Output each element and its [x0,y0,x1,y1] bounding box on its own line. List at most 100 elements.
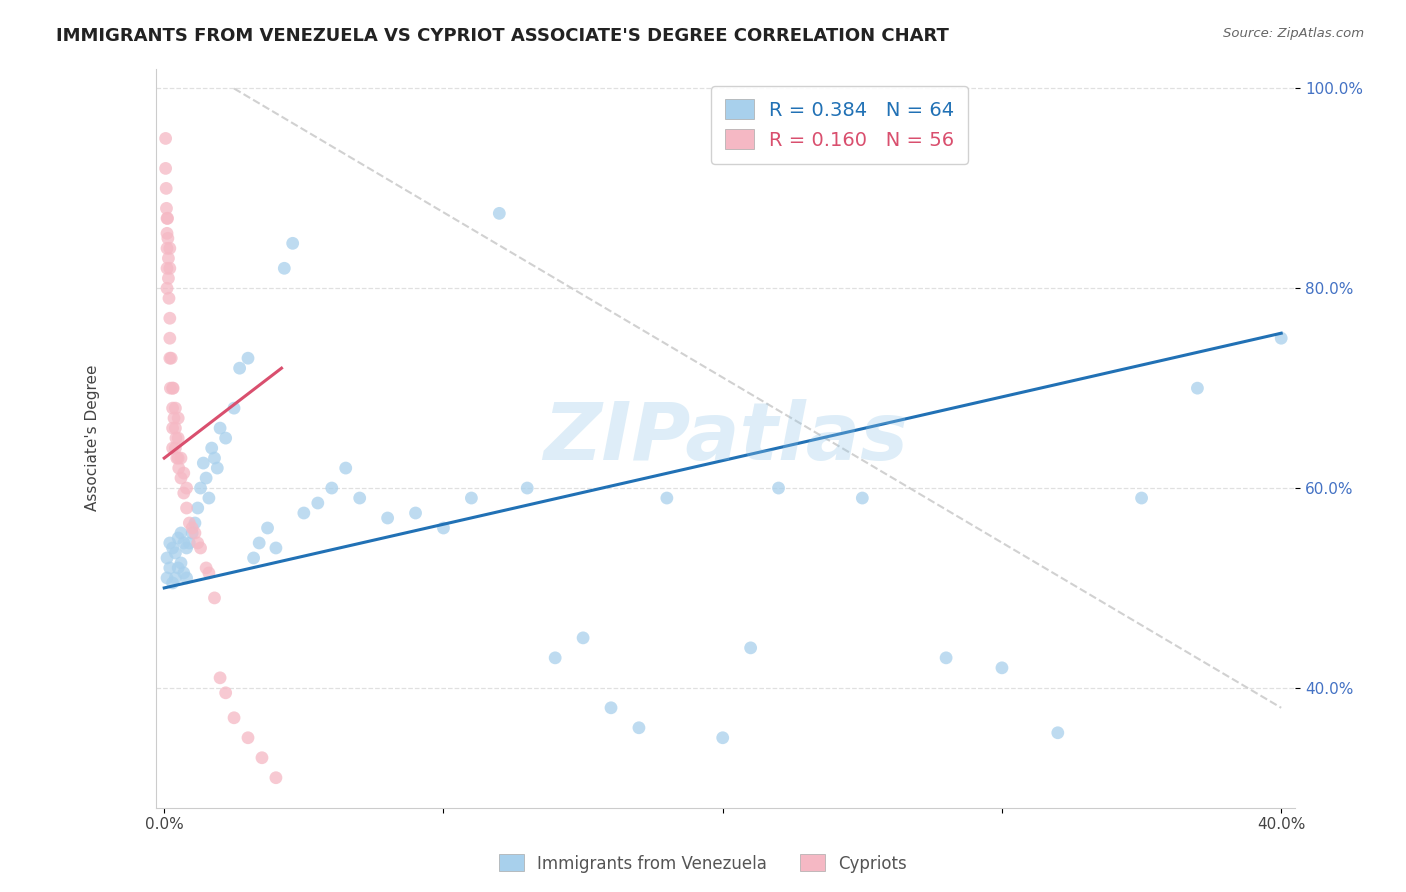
Point [157,291,180,305]
Point [155,202,177,216]
Point [1270,331,1292,345]
Point [1046,725,1069,739]
Point [165,431,187,445]
Point [156,281,179,295]
Point [167,411,190,425]
Point [163,411,186,425]
Point [991,661,1014,675]
Point [209,421,232,435]
Point [572,631,595,645]
Point [236,351,259,366]
Point [173,536,195,550]
Point [159,381,181,395]
Point [155,161,177,176]
Point [349,491,371,505]
Point [156,261,179,276]
Point [204,451,226,466]
Point [159,561,181,575]
Point [157,252,180,266]
Point [155,131,177,145]
Point [173,486,195,500]
Point [307,496,329,510]
Point [627,721,650,735]
Point [157,271,180,285]
Point [167,531,190,545]
Point [165,421,187,435]
Point [162,441,184,455]
Point [176,571,198,585]
Point [156,211,179,226]
Point [167,431,190,445]
Point [162,576,184,591]
Point [170,526,193,541]
Point [155,181,177,195]
Point [292,506,315,520]
Point [170,556,193,570]
Point [207,461,229,475]
Point [544,650,567,665]
Point [181,521,204,535]
Point [159,331,181,345]
Point [600,700,623,714]
Y-axis label: Associate's Degree: Associate's Degree [86,365,100,511]
Text: ZIPatlas: ZIPatlas [543,399,908,477]
Point [156,551,179,566]
Point [405,506,427,520]
Point [432,521,454,535]
Point [488,206,510,220]
Point [236,731,259,745]
Point [215,686,238,700]
Point [162,381,184,395]
Point [228,361,250,376]
Point [176,501,198,516]
Point [156,241,179,255]
Point [222,401,245,416]
Point [851,491,873,505]
Point [170,471,193,485]
Point [215,431,238,445]
Point [740,640,762,655]
Point [256,521,278,535]
Point [156,231,179,245]
Point [460,491,482,505]
Point [159,351,181,366]
Point [195,561,218,575]
Text: Source: ZipAtlas.com: Source: ZipAtlas.com [1223,27,1364,40]
Point [768,481,790,495]
Point [321,481,343,495]
Point [165,571,187,585]
Point [162,541,184,555]
Point [1187,381,1209,395]
Point [179,516,201,530]
Point [193,456,215,470]
Point [222,711,245,725]
Point [187,501,209,516]
Point [166,451,188,466]
Point [170,451,193,466]
Point [167,461,190,475]
Point [242,551,264,566]
Point [167,451,190,466]
Point [162,381,184,395]
Point [935,650,957,665]
Point [156,227,179,241]
Point [247,536,270,550]
Point [165,401,187,416]
Point [250,750,273,764]
Point [190,481,212,495]
Point [516,481,538,495]
Point [173,566,195,580]
Point [187,536,209,550]
Point [264,771,287,785]
Point [184,526,207,541]
Point [173,466,195,480]
Point [179,536,201,550]
Point [162,421,184,435]
Point [281,236,304,251]
Point [160,351,183,366]
Point [159,261,181,276]
Point [176,481,198,495]
Point [190,541,212,555]
Point [159,311,181,326]
Point [159,536,181,550]
